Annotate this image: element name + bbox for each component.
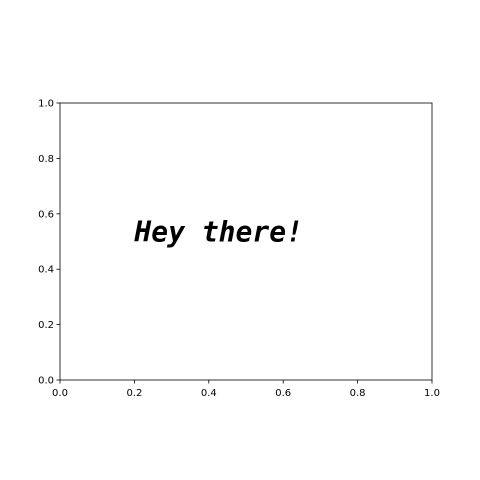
x-axis: 0.0 0.2 0.4 0.6 0.8 1.0: [52, 380, 440, 399]
x-tick-label: 0.0: [52, 388, 68, 399]
axes-frame: [59, 102, 433, 381]
plot-area: [59, 102, 433, 381]
annotation-text: Hey there!: [133, 216, 303, 249]
y-tick-label: 0.2: [38, 320, 54, 331]
y-tick-label: 0.8: [38, 154, 54, 165]
x-tick-label: 0.6: [275, 388, 291, 399]
x-tick-label: 0.4: [201, 388, 217, 399]
x-tick-label: 0.8: [350, 388, 366, 399]
annotation-layer: Hey there!: [133, 216, 303, 249]
x-tick-label: 1.0: [424, 388, 440, 399]
y-tick-label: 1.0: [38, 99, 54, 110]
y-tick-label: 0.6: [38, 209, 54, 220]
y-tick-label: 0.4: [38, 265, 54, 276]
x-tick-label: 0.2: [126, 388, 142, 399]
y-axis: 0.0 0.2 0.4 0.6 0.8 1.0: [38, 99, 60, 387]
y-tick-label: 0.0: [38, 376, 54, 387]
